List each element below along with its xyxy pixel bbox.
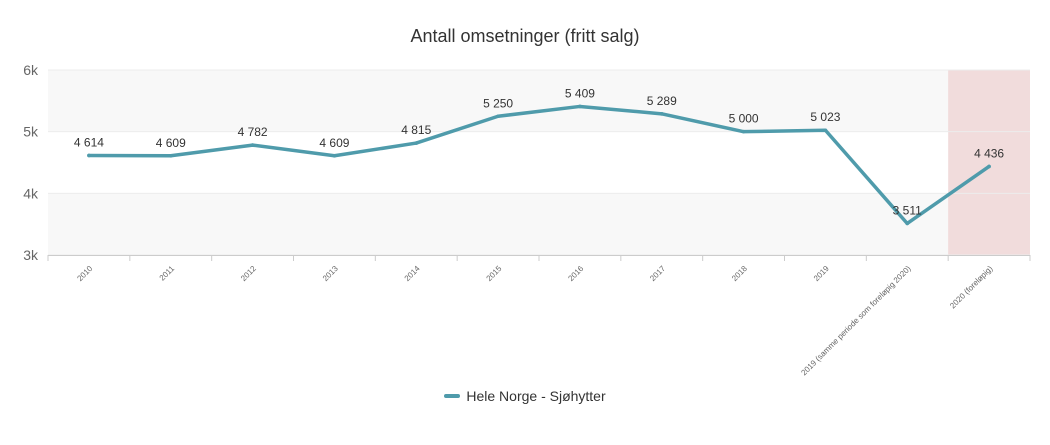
y-tick-label: 5k xyxy=(23,124,39,140)
data-label: 3 511 xyxy=(893,203,922,217)
x-tick-label: 2011 xyxy=(158,264,177,283)
data-label: 4 609 xyxy=(319,136,349,150)
x-tick-label: 2020 (foreløpig) xyxy=(948,264,995,311)
data-label: 4 815 xyxy=(401,123,431,137)
legend-swatch xyxy=(444,394,461,398)
plot-band xyxy=(48,193,1030,255)
data-label: 5 289 xyxy=(647,94,677,108)
data-label: 5 250 xyxy=(483,96,513,110)
data-point xyxy=(87,153,91,158)
data-point xyxy=(659,112,664,116)
x-tick-label: 2015 xyxy=(485,264,504,283)
highlight-bands xyxy=(948,70,1030,255)
y-tick-label: 6k xyxy=(23,62,39,78)
x-tick-label: 2018 xyxy=(730,264,749,283)
data-point xyxy=(905,221,910,226)
data-point xyxy=(414,141,419,145)
x-tick-label: 2012 xyxy=(239,264,258,283)
series-line xyxy=(87,104,991,226)
data-label: 4 782 xyxy=(238,125,268,139)
data-label: 4 436 xyxy=(974,146,1004,160)
y-tick-label: 4k xyxy=(23,185,39,201)
data-label: 4 609 xyxy=(156,136,186,150)
x-tick-label: 2017 xyxy=(648,264,667,283)
data-label: 5 409 xyxy=(565,86,595,100)
highlight-band xyxy=(948,70,1030,255)
legend-label: Hele Norge - Sjøhytter xyxy=(466,388,606,404)
x-tick-label: 2019 xyxy=(812,264,831,283)
x-tick-label: 2013 xyxy=(321,264,340,283)
data-label: 4 614 xyxy=(74,135,104,149)
legend: Hele Norge - Sjøhytter xyxy=(0,385,1050,404)
data-point xyxy=(496,114,500,119)
series-group xyxy=(87,104,991,226)
data-point xyxy=(987,164,991,169)
x-axis: 2010 2011 2012 2013 2014 2015 2016 2017 2018 2019… xyxy=(47,255,1031,377)
y-tick-label: 3k xyxy=(23,247,39,263)
plot-bands xyxy=(48,70,1030,255)
data-point xyxy=(250,143,255,147)
legend-item[interactable]: Hele Norge - Sjøhytter xyxy=(444,388,606,404)
data-label: 5 023 xyxy=(810,110,840,124)
plot-band xyxy=(48,131,1030,194)
chart-title: Antall omsetninger (fritt salg) xyxy=(410,26,640,46)
x-tick-label: 2010 xyxy=(75,264,94,283)
data-point xyxy=(578,104,582,109)
x-tick-label: 2014 xyxy=(403,264,422,283)
data-point xyxy=(741,129,746,134)
y-axis: 3k 4k 5k 6k xyxy=(23,62,39,263)
data-point xyxy=(332,153,337,158)
data-point xyxy=(168,153,173,158)
plot-band xyxy=(48,70,1030,132)
data-label: 5 000 xyxy=(729,112,759,126)
data-labels: 4 614 4 609 4 782 4 609 4 815 5 250 5 409 5 289… xyxy=(74,86,1005,217)
data-point xyxy=(823,128,828,133)
x-tick-label: 2016 xyxy=(566,264,585,283)
